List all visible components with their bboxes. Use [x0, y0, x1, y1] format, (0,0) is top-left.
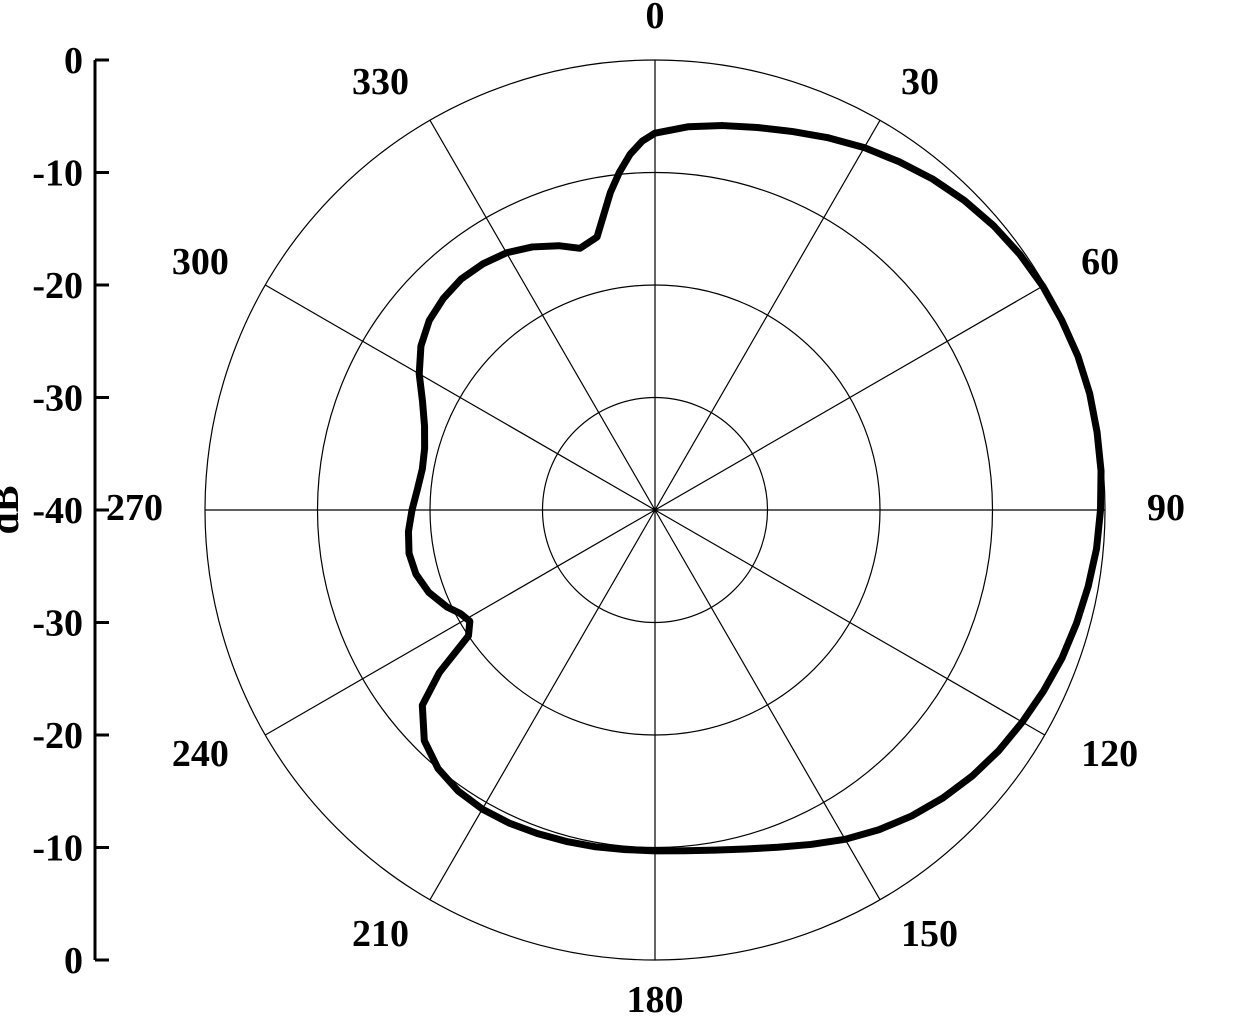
angle-label-90: 90: [1147, 487, 1185, 529]
radial-tick-label: -20: [32, 715, 83, 757]
radial-tick-label: -20: [32, 265, 83, 307]
radial-tick-label: -40: [32, 490, 83, 532]
polar-svg: 0 30 60 90 120 150 180 210 240 270 300 330 0 -10 -20 -3…: [0, 0, 1240, 1029]
angle-label-60: 60: [1081, 241, 1119, 283]
angle-label-0: 0: [646, 0, 665, 37]
radial-tick-label: -30: [32, 603, 83, 645]
radial-tick-label: -10: [32, 828, 83, 870]
angle-label-210: 210: [352, 913, 409, 955]
polar-chart: 0 30 60 90 120 150 180 210 240 270 300 330 0 -10 -20 -3…: [0, 0, 1240, 1029]
angle-label-240: 240: [172, 733, 229, 775]
angle-label-180: 180: [627, 979, 684, 1021]
angle-label-120: 120: [1081, 733, 1138, 775]
radial-tick-label: -10: [32, 153, 83, 195]
angle-label-330: 330: [352, 61, 409, 103]
radial-tick-label: 0: [64, 40, 83, 82]
angle-label-150: 150: [901, 913, 958, 955]
radial-axis-title: dB: [0, 486, 27, 535]
radial-tick-label: -30: [32, 378, 83, 420]
angle-label-30: 30: [901, 61, 939, 103]
angle-label-300: 300: [172, 241, 229, 283]
radial-tick-label: 0: [64, 940, 83, 982]
angle-label-270: 270: [106, 487, 163, 529]
